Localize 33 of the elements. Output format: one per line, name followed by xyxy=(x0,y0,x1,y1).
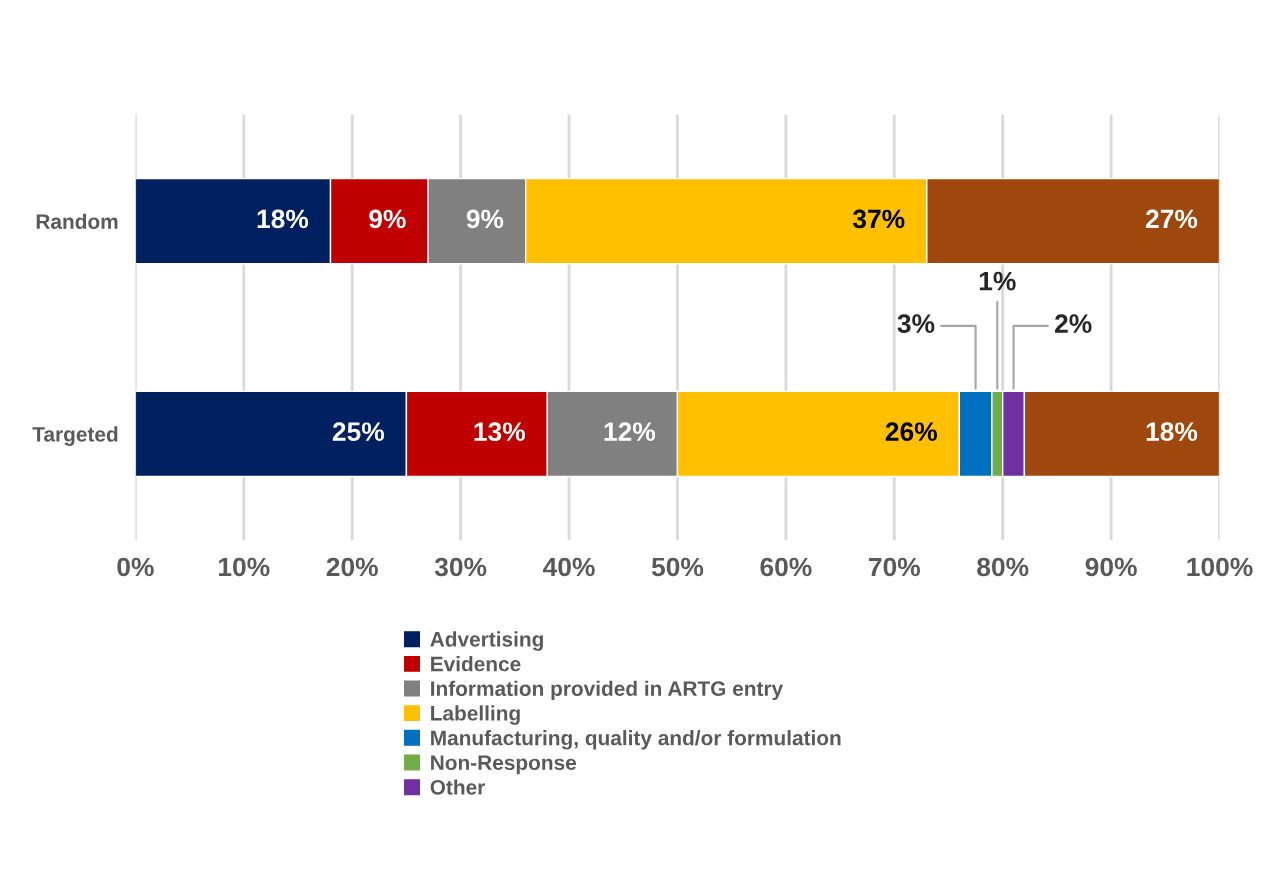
data-label: 3% xyxy=(897,314,935,334)
legend-label: Non-Response xyxy=(431,755,577,775)
x-tick-label: 10% xyxy=(219,557,270,577)
data-label: 27% xyxy=(1145,209,1198,229)
x-tick-label: 90% xyxy=(1085,557,1137,577)
legend-label: Labelling xyxy=(431,705,520,725)
x-tick-label: 0% xyxy=(117,557,154,577)
y-tick-label: Targeted xyxy=(32,426,118,446)
data-label: 2% xyxy=(1055,314,1092,333)
x-tick-label: 100% xyxy=(1187,557,1253,577)
x-tick-label: 40% xyxy=(543,557,595,577)
x-tick-label: 80% xyxy=(977,557,1029,577)
data-label: 26% xyxy=(885,422,937,441)
legend-label: Advertising xyxy=(430,631,543,651)
data-label: 1% xyxy=(979,271,1016,291)
x-tick-label: 50% xyxy=(651,557,704,577)
x-tick-label: 70% xyxy=(869,557,920,577)
data-label: 13% xyxy=(474,422,525,442)
data-label: 12% xyxy=(604,422,656,441)
data-label: 9% xyxy=(466,209,504,229)
legend-label: Evidence xyxy=(431,656,521,672)
legend-label: Other xyxy=(430,779,485,795)
legend-label: Manufacturing, quality and/or formulation xyxy=(431,730,841,750)
y-tick-label: Random xyxy=(36,213,118,229)
x-tick-label: 30% xyxy=(434,557,487,577)
legend-label: Information provided in ARTG entry xyxy=(431,680,784,701)
data-label: 25% xyxy=(332,422,385,441)
x-tick-label: 60% xyxy=(760,557,812,577)
data-label: 37% xyxy=(852,209,905,229)
data-label: 9% xyxy=(369,209,406,229)
data-label: 18% xyxy=(257,209,309,229)
x-tick-label: 20% xyxy=(326,557,378,577)
data-label: 18% xyxy=(1146,422,1198,441)
